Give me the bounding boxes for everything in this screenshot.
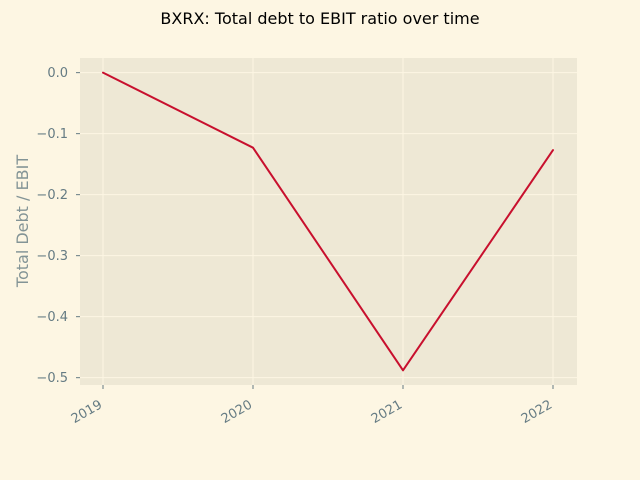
tick-marks: [76, 72, 554, 389]
y-tick-label: −0.2: [36, 188, 68, 203]
grid-lines: [80, 58, 577, 385]
y-tick-label: −0.5: [36, 371, 68, 386]
y-tick-label: 0.0: [47, 66, 68, 81]
y-tick-label: −0.3: [36, 249, 68, 264]
y-tick-label: −0.1: [36, 127, 68, 142]
chart-title: BXRX: Total debt to EBIT ratio over time: [160, 9, 479, 28]
series-line: [102, 71, 554, 372]
y-tick-label: −0.4: [36, 310, 68, 325]
y-axis-label: Total Debt / EBIT: [13, 155, 32, 288]
series-layer: [102, 71, 554, 372]
plot-area: [80, 58, 577, 385]
